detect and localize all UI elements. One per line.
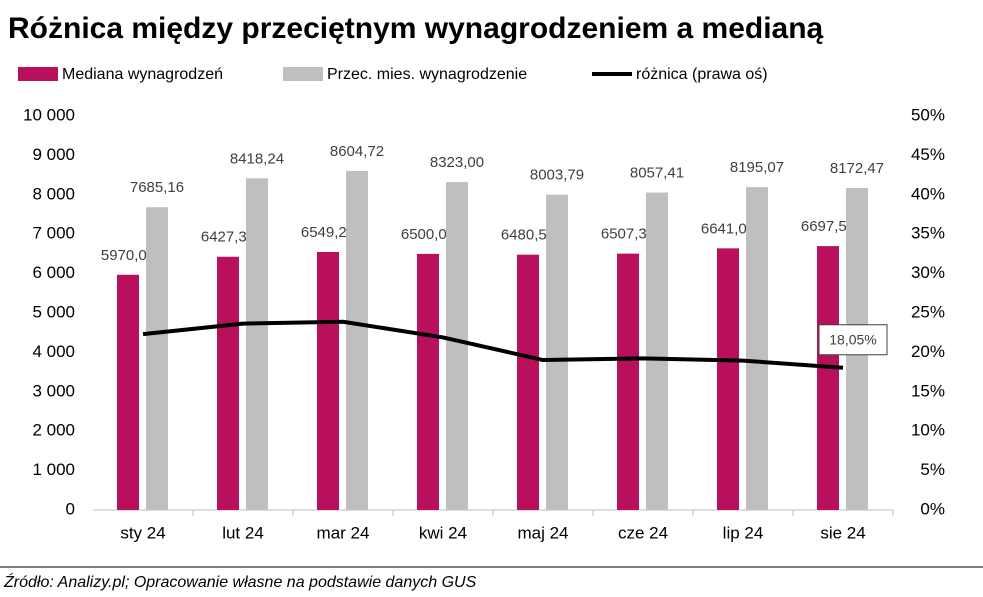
value-label: 7685,16 <box>130 179 184 196</box>
y-tick-label: 7 000 <box>32 224 75 243</box>
bar <box>546 194 568 510</box>
bar <box>217 256 239 510</box>
x-tick-label: sie 24 <box>820 523 865 542</box>
y-tick-label: 2 000 <box>32 421 75 440</box>
y-tick-label: 1 000 <box>32 460 75 479</box>
legend-label: Mediana wynagrodzeń <box>62 66 223 83</box>
legend-swatch <box>283 67 323 81</box>
y2-tick-label: 15% <box>911 381 945 400</box>
y2-tick-label: 45% <box>911 145 945 164</box>
y-tick-label: 0 <box>66 499 75 518</box>
bar <box>346 170 368 510</box>
value-label: 6427,32 <box>201 229 255 246</box>
y-tick-label: 6 000 <box>32 263 75 282</box>
bar <box>517 254 539 510</box>
x-tick-label: cze 24 <box>618 523 668 542</box>
y-tick-label: 3 000 <box>32 381 75 400</box>
value-label: 8057,41 <box>630 165 684 182</box>
value-label: 8604,72 <box>330 143 384 160</box>
value-label: 6507,39 <box>601 226 655 243</box>
y2-tick-label: 25% <box>911 302 945 321</box>
y-tick-label: 4 000 <box>32 342 75 361</box>
value-label: 8323,00 <box>430 154 484 171</box>
bar <box>746 187 768 510</box>
bar <box>617 253 639 511</box>
y2-tick-label: 35% <box>911 224 945 243</box>
bar <box>117 274 139 510</box>
value-label: 8195,07 <box>730 159 784 176</box>
y2-tick-label: 20% <box>911 342 945 361</box>
bar <box>717 248 739 510</box>
x-tick-label: lip 24 <box>723 523 764 542</box>
bar <box>646 192 668 511</box>
y2-tick-label: 10% <box>911 421 945 440</box>
bar <box>417 253 439 510</box>
value-label-box <box>818 324 888 356</box>
y2-tick-label: 0% <box>920 499 945 518</box>
value-label: 6500,00 <box>401 226 455 243</box>
bar <box>317 251 339 510</box>
x-tick-label: maj 24 <box>517 523 568 542</box>
y2-tick-label: 40% <box>911 184 945 203</box>
y-tick-label: 5 000 <box>32 302 75 321</box>
legend-label: różnica (prawa oś) <box>636 66 768 83</box>
y-tick-label: 10 000 <box>23 105 75 124</box>
y-tick-label: 9 000 <box>32 145 75 164</box>
x-tick-label: kwi 24 <box>419 523 467 542</box>
value-label: 18,05% <box>829 331 876 347</box>
chart-title: Różnica między przeciętnym wynagrodzenie… <box>8 12 824 45</box>
bar <box>446 182 468 511</box>
value-label: 6480,52 <box>501 227 555 244</box>
source: Źródło: Analizy.pl; Opracowanie własne n… <box>3 572 477 591</box>
value-label: 6549,22 <box>301 224 355 241</box>
value-label: 8003,79 <box>530 167 584 184</box>
y2-tick-label: 5% <box>920 460 945 479</box>
x-tick-label: mar 24 <box>317 523 370 542</box>
legend-label: Przec. mies. wynagrodzenie <box>327 66 527 83</box>
bar <box>246 178 268 510</box>
value-label: 8418,24 <box>230 150 284 167</box>
value-label: 5970,00 <box>101 247 155 264</box>
value-label: 6697,52 <box>801 218 855 235</box>
x-tick-label: lut 24 <box>222 523 264 542</box>
legend-swatch <box>18 67 58 81</box>
x-tick-label: sty 24 <box>120 523 165 542</box>
y-tick-label: 8 000 <box>32 184 75 203</box>
bar <box>817 246 839 510</box>
bar <box>146 207 168 510</box>
y2-tick-label: 50% <box>911 105 945 124</box>
line <box>142 319 844 370</box>
y2-tick-label: 30% <box>911 263 945 282</box>
value-label: 6641,00 <box>701 220 755 237</box>
value-label: 8172,47 <box>830 160 884 177</box>
